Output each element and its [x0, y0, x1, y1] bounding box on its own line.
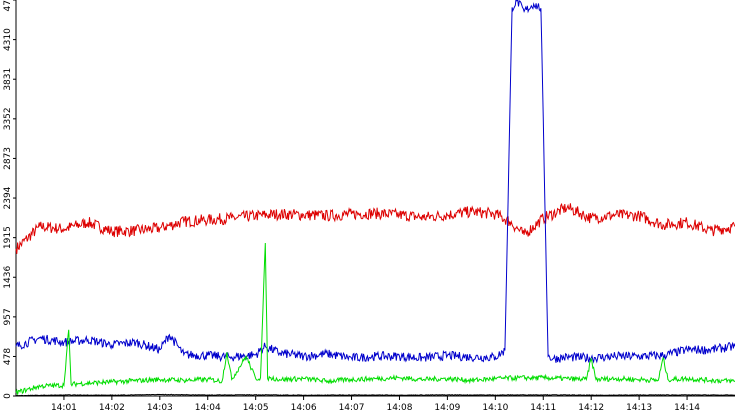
x-tick-label: 14:12: [578, 403, 604, 413]
x-tick-label: 14:03: [147, 403, 173, 413]
y-tick-label: 478: [3, 348, 13, 365]
x-tick-label: 14:06: [291, 403, 317, 413]
x-tick-label: 14:08: [386, 403, 412, 413]
x-tick-label: 14:02: [99, 403, 125, 413]
y-tick-label: 4310: [3, 28, 13, 51]
series-line-3: [15, 242, 735, 395]
x-tick-label: 14:04: [195, 403, 221, 413]
x-tick-label: 14:10: [482, 403, 508, 413]
y-tick-label: 957: [3, 308, 13, 325]
x-tick-label: 14:14: [674, 403, 700, 413]
x-tick-label: 14:05: [243, 403, 269, 413]
x-tick-label: 14:01: [51, 403, 77, 413]
y-tick-label: 3352: [3, 107, 13, 130]
series-line-1: [15, 202, 735, 254]
y-tick-label: 3831: [3, 68, 13, 91]
x-tick-label: 14:11: [530, 403, 556, 413]
y-tick-label: 1915: [3, 226, 13, 249]
y-tick-label: 2873: [3, 147, 13, 170]
y-tick-label: 2394: [3, 186, 13, 209]
y-tick-label: 0: [3, 393, 13, 399]
series-line-2: [15, 0, 735, 364]
x-tick-label: 14:09: [434, 403, 460, 413]
y-tick-label: 4789: [3, 0, 13, 11]
y-tick-label: 1436: [3, 266, 13, 289]
x-tick-label: 14:13: [626, 403, 652, 413]
series-line-4: [16, 393, 735, 397]
x-tick-label: 14:07: [339, 403, 365, 413]
